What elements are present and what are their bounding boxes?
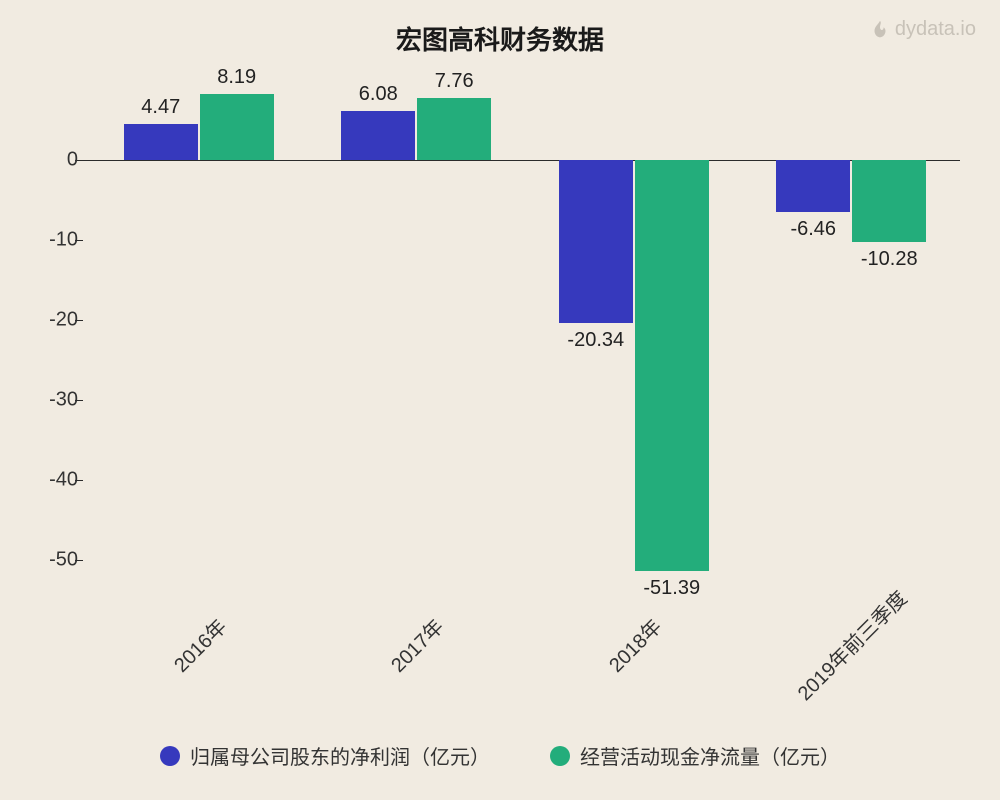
x-category-label: 2018年 xyxy=(601,611,667,677)
bar-value-label: -6.46 xyxy=(790,218,836,241)
x-category-label: 2017年 xyxy=(383,611,449,677)
y-tick-label: -40 xyxy=(49,469,78,492)
x-category-label: 2016年 xyxy=(166,611,232,677)
y-tick-mark xyxy=(75,560,83,561)
legend-label: 归属母公司股东的净利润（亿元） xyxy=(190,741,490,770)
bar xyxy=(341,111,415,160)
y-tick-label: -10 xyxy=(49,229,78,252)
y-tick-label: -50 xyxy=(49,549,78,572)
plot-area: 0-10-20-30-40-504.478.192016年6.087.76201… xyxy=(90,80,960,600)
bar xyxy=(559,160,633,323)
legend-marker xyxy=(160,746,180,766)
legend-label: 经营活动现金净流量（亿元） xyxy=(580,741,840,770)
bar xyxy=(852,160,926,242)
bar-value-label: -51.39 xyxy=(643,577,700,600)
bar-value-label: 8.19 xyxy=(217,66,256,89)
bar-value-label: -10.28 xyxy=(861,248,918,271)
y-tick-mark xyxy=(75,480,83,481)
y-tick-label: 0 xyxy=(67,149,78,172)
legend: 归属母公司股东的净利润（亿元） 经营活动现金净流量（亿元） xyxy=(0,741,1000,770)
bar-value-label: 6.08 xyxy=(359,83,398,106)
bar-value-label: 7.76 xyxy=(435,70,474,93)
bar xyxy=(200,94,274,160)
y-tick-label: -20 xyxy=(49,309,78,332)
bar-value-label: 4.47 xyxy=(141,96,180,119)
bar xyxy=(417,98,491,160)
y-tick-mark xyxy=(75,320,83,321)
y-tick-mark xyxy=(75,400,83,401)
y-tick-mark xyxy=(75,240,83,241)
bar xyxy=(635,160,709,571)
bar xyxy=(124,124,198,160)
legend-marker xyxy=(550,746,570,766)
bar xyxy=(776,160,850,212)
bar-chart: 0-10-20-30-40-504.478.192016年6.087.76201… xyxy=(90,80,960,600)
legend-item: 归属母公司股东的净利润（亿元） xyxy=(160,741,490,770)
x-category-label: 2019年前三季度 xyxy=(790,583,913,706)
y-tick-label: -30 xyxy=(49,389,78,412)
chart-title: 宏图高科财务数据 xyxy=(0,20,1000,57)
legend-item: 经营活动现金净流量（亿元） xyxy=(550,741,840,770)
bar-value-label: -20.34 xyxy=(567,329,624,352)
